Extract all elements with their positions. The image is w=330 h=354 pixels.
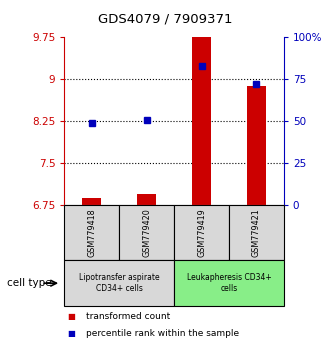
Text: ■: ■ [68,329,76,338]
Text: GSM779421: GSM779421 [252,209,261,257]
Text: GSM779419: GSM779419 [197,209,206,257]
Bar [137,194,156,205]
Bar [82,198,101,205]
Text: GDS4079 / 7909371: GDS4079 / 7909371 [98,12,232,25]
Text: transformed count: transformed count [86,312,170,320]
Text: GSM779418: GSM779418 [87,209,96,257]
Text: cell type: cell type [7,278,51,288]
Bar [64,260,174,306]
Bar [229,205,284,260]
Text: percentile rank within the sample: percentile rank within the sample [86,329,239,338]
Bar [64,205,119,260]
Text: Lipotransfer aspirate
CD34+ cells: Lipotransfer aspirate CD34+ cells [79,274,159,293]
Text: GSM779420: GSM779420 [142,209,151,257]
Bar [174,260,284,306]
Bar [247,86,266,205]
Text: ■: ■ [68,312,76,320]
Bar [174,205,229,260]
Text: Leukapheresis CD34+
cells: Leukapheresis CD34+ cells [186,274,271,293]
Bar [119,205,174,260]
Bar [192,37,211,205]
